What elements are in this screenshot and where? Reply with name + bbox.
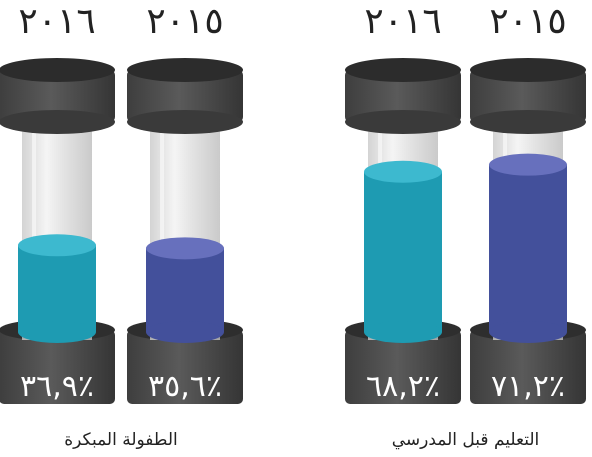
tube-cap-top bbox=[0, 58, 115, 82]
category-label-1: التعليم قبل المدرسي bbox=[392, 430, 540, 450]
bar-bottom bbox=[364, 321, 442, 343]
tube-cap bbox=[345, 70, 461, 122]
value-label-1-1: ٪٧١,٢ bbox=[491, 369, 565, 404]
bar-1-1 bbox=[489, 164, 567, 332]
tube-base bbox=[345, 330, 461, 404]
bar-1-2 bbox=[364, 171, 442, 332]
tube-base bbox=[127, 330, 243, 404]
tube-cap bbox=[0, 70, 115, 122]
value-label-2-2: ٪٣٦,٩ bbox=[20, 369, 94, 404]
year-label-2-2: ٢٠١٦ bbox=[18, 1, 95, 42]
year-label-1-2: ٢٠١٦ bbox=[364, 1, 441, 42]
tube-1-1 bbox=[470, 58, 586, 404]
bar-top bbox=[489, 153, 567, 176]
tube-cap-bottom bbox=[0, 110, 115, 134]
bar-bottom bbox=[146, 321, 224, 343]
tube-2-2 bbox=[0, 58, 115, 404]
bar-bottom bbox=[489, 321, 567, 343]
year-label-2-1: ٢٠١٥ bbox=[146, 1, 223, 42]
bar-2-1 bbox=[146, 248, 224, 332]
bar-bottom bbox=[18, 321, 96, 343]
year-label-1-1: ٢٠١٥ bbox=[489, 1, 566, 42]
tube-base bbox=[0, 330, 115, 404]
tube-cap-bottom bbox=[345, 110, 461, 134]
tube-2-1 bbox=[127, 58, 243, 404]
value-label-2-1: ٪٣٥,٦ bbox=[148, 369, 222, 404]
tube-cap bbox=[127, 70, 243, 122]
bar-top bbox=[18, 234, 96, 257]
tube-base bbox=[470, 330, 586, 404]
tube-cap-top bbox=[470, 58, 586, 82]
tube-1-2 bbox=[345, 58, 461, 404]
tube-cap bbox=[470, 70, 586, 122]
tube-cap-top bbox=[345, 58, 461, 82]
tube-cap-bottom bbox=[470, 110, 586, 134]
value-label-1-2: ٪٦٨,٢ bbox=[366, 369, 440, 404]
category-label-2: الطفولة المبكرة bbox=[64, 430, 177, 450]
tube-cap-bottom bbox=[127, 110, 243, 134]
bar-2-2 bbox=[18, 245, 96, 332]
tube-cap-top bbox=[127, 58, 243, 82]
bar-top bbox=[146, 237, 224, 260]
bar-top bbox=[364, 160, 442, 183]
